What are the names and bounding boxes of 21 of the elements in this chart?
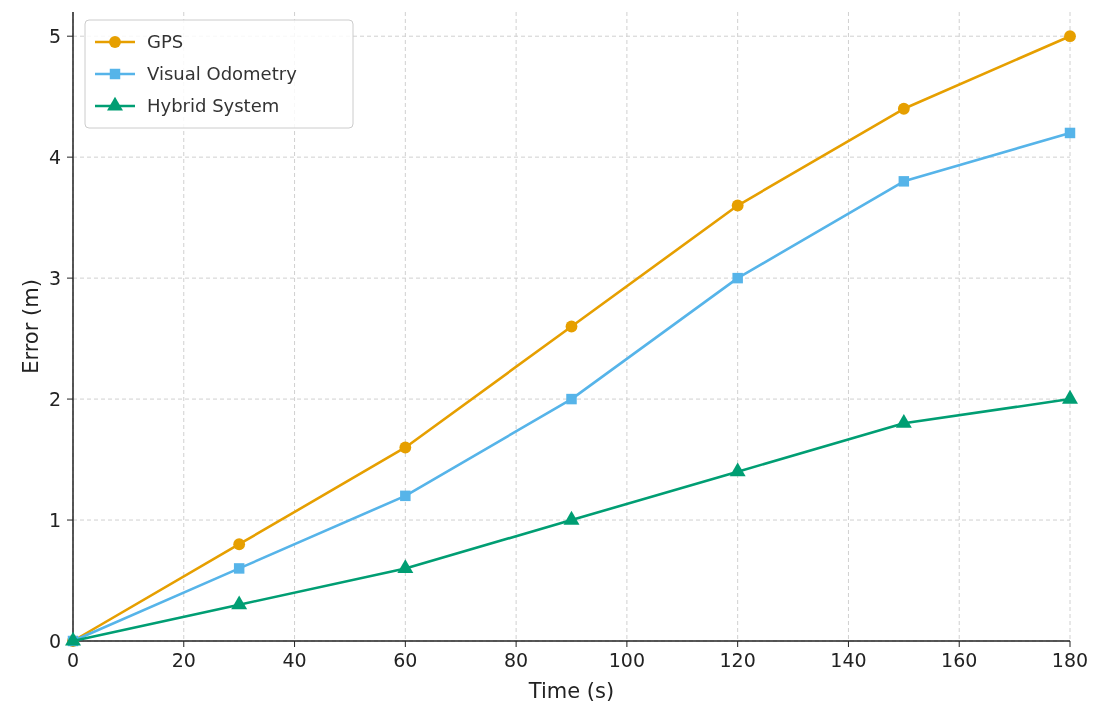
y-tick-label: 5 [48, 24, 61, 47]
legend-label: GPS [147, 31, 184, 53]
x-axis-title: Time (s) [527, 679, 615, 702]
legend-label: Visual Odometry [147, 63, 298, 85]
y-tick-label: 2 [48, 387, 61, 410]
y-tick-label: 1 [48, 508, 61, 531]
x-tick-label: 160 [941, 649, 978, 671]
legend-label: Hybrid System [147, 95, 280, 117]
x-tick-label: 120 [719, 649, 756, 671]
y-axis-title: Error (m) [19, 279, 43, 374]
y-tick-label: 4 [48, 145, 61, 168]
y-tick-label: 3 [48, 266, 61, 289]
x-tick-label: 180 [1051, 649, 1089, 671]
x-tick-label: 80 [504, 649, 529, 671]
x-tick-label: 100 [608, 649, 646, 671]
x-tick-label: 140 [830, 649, 867, 671]
x-tick-label: 20 [171, 649, 196, 671]
y-tick-label: 0 [48, 629, 61, 652]
x-tick-label: 40 [282, 649, 307, 671]
x-tick-label: 60 [393, 649, 418, 671]
x-tick-label: 0 [66, 649, 80, 671]
